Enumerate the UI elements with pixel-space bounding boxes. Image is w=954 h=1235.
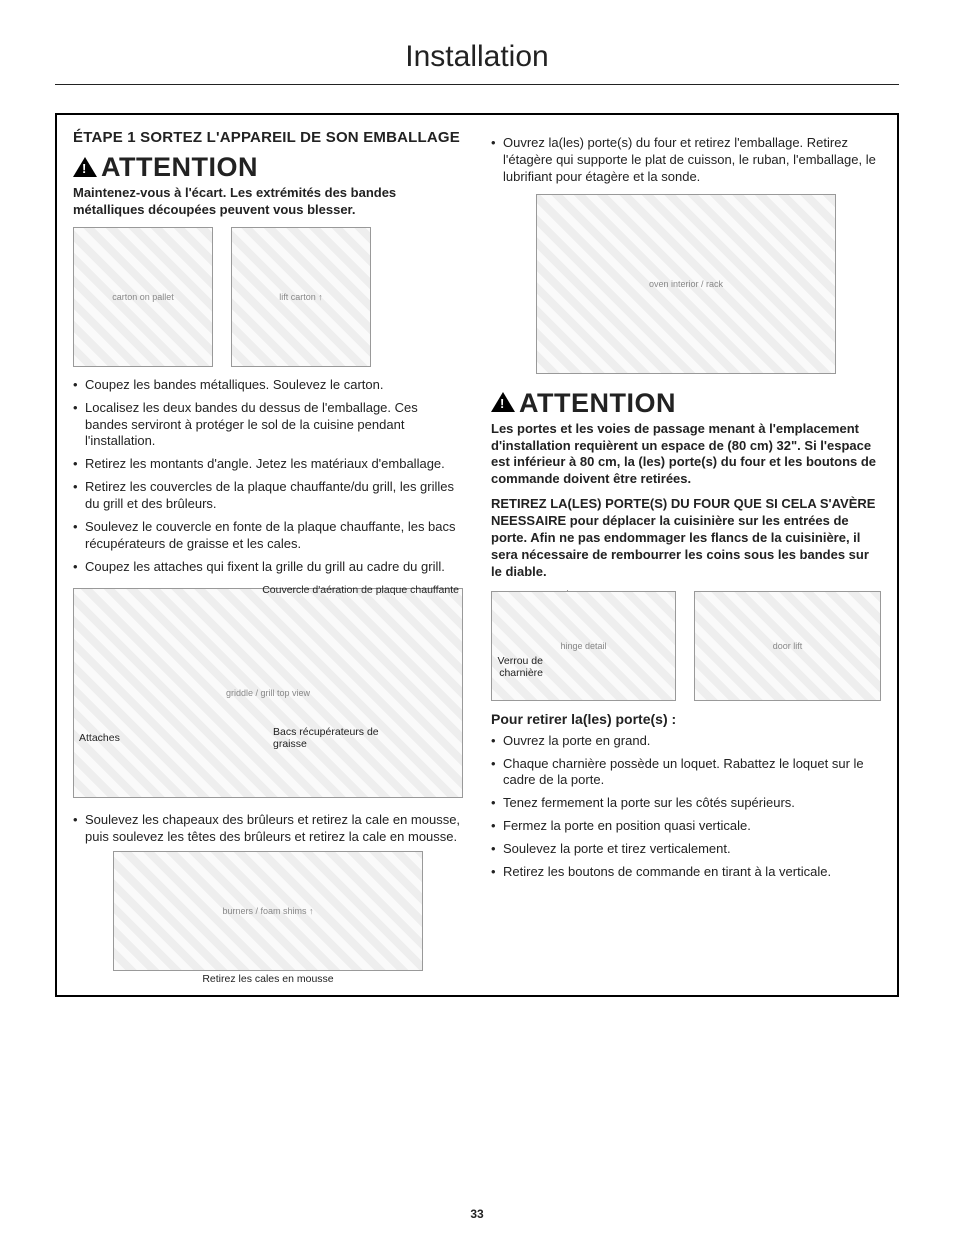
list-item: Soulevez les chapeaux des brûleurs et re… [73,812,463,846]
griddle-figure-wrap: Couvercle d'aération de plaque chauffant… [73,588,463,798]
top-bullet-list: Ouvrez la(les) porte(s) du four et retir… [491,135,881,186]
figure-door-lift: door lift [694,591,881,701]
foam-figure-wrap: burners / foam shims ↑ Retirez les cales… [73,851,463,985]
warning-icon [491,392,515,412]
warning-icon [73,157,97,177]
attention-heading-2: ATTENTION [491,388,881,419]
list-item: Soulevez le couvercle en fonte de la pla… [73,519,463,553]
list-item: Retirez les montants d'angle. Jetez les … [73,456,463,473]
remove-doors-heading: Pour retirer la(les) porte(s) : [491,711,881,727]
caption-foam: Retirez les cales en mousse [73,973,463,985]
bullets-a: Coupez les bandes métalliques. Soulevez … [73,377,463,576]
list-item: Ouvrez la(les) porte(s) du four et retir… [491,135,881,186]
list-item: Coupez les attaches qui fixent la grille… [73,559,463,576]
figure-carton-on-pallet: carton on pallet [73,227,213,367]
content-box: ÉTAPE 1 SORTEZ L'APPAREIL DE SON EMBALLA… [55,113,899,997]
figure-oven-open: oven interior / rack [536,194,836,374]
caption-grease-trays: Bacs récupérateurs de graisse [273,726,383,750]
figure-griddle: griddle / grill top view [73,588,463,798]
unpack-figures: carton on pallet lift carton ↑ [73,227,463,367]
list-item: Localisez les deux bandes du dessus de l… [73,400,463,451]
caption-hinge-lock: Verrou de charnière [487,655,543,679]
bold-paragraph-remove-doors: RETIREZ LA(LES) PORTE(S) DU FOUR QUE SI … [491,496,881,580]
page-number: 33 [0,1207,954,1221]
warning-paragraph-2: Les portes et les voies de passage menan… [491,421,881,489]
attention-heading: ATTENTION [73,152,463,183]
caption-griddle-top: Couvercle d'aération de plaque chauffant… [262,584,459,596]
attention-text: ATTENTION [101,152,258,183]
bullets-b: Soulevez les chapeaux des brûleurs et re… [73,812,463,846]
list-item: Chaque charnière possède un loquet. Raba… [491,756,881,790]
figure-lift-carton: lift carton ↑ [231,227,371,367]
page-title: Installation [55,40,899,85]
figure-hinge-detail: hinge detail [491,591,676,701]
caption-attaches: Attaches [79,732,120,744]
oven-figure-wrap: oven interior / rack [491,194,881,374]
list-item: Retirez les couvercles de la plaque chau… [73,479,463,513]
list-item: Soulevez la porte et tirez verticalement… [491,841,881,858]
attention-text-2: ATTENTION [519,388,676,419]
list-item: Tenez fermement la porte sur les côtés s… [491,795,881,812]
hinge-figures: Rainure hinge detail Verrou de charnière… [491,591,881,701]
list-item: Retirez les boutons de commande en tiran… [491,864,881,881]
right-column: Ouvrez la(les) porte(s) du four et retir… [491,129,881,985]
figure-burner-foam: burners / foam shims ↑ [113,851,423,971]
warning-paragraph: Maintenez-vous à l'écart. Les extrémités… [73,185,463,219]
list-item: Ouvrez la porte en grand. [491,733,881,750]
list-item: Coupez les bandes métalliques. Soulevez … [73,377,463,394]
left-column: ÉTAPE 1 SORTEZ L'APPAREIL DE SON EMBALLA… [73,129,463,985]
list-item: Fermez la porte en position quasi vertic… [491,818,881,835]
step-heading: ÉTAPE 1 SORTEZ L'APPAREIL DE SON EMBALLA… [73,129,463,146]
remove-doors-list: Ouvrez la porte en grand. Chaque charniè… [491,733,881,881]
